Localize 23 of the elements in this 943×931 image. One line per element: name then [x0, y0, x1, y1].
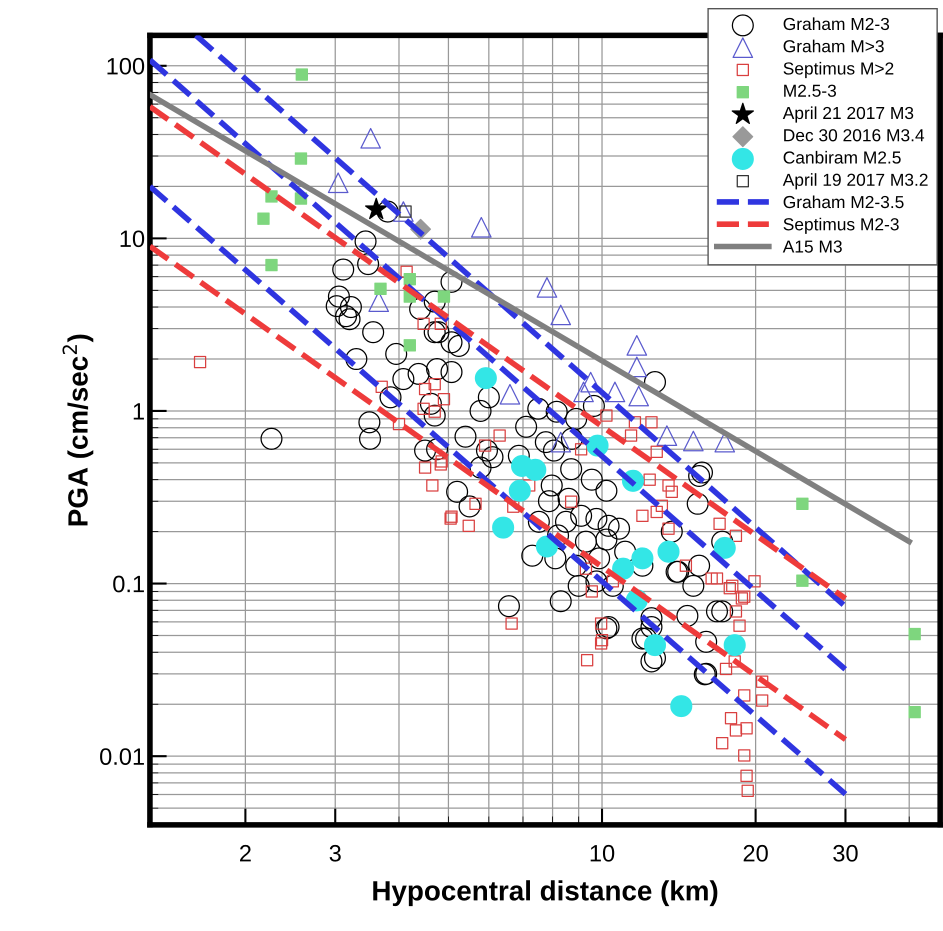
y-tick-label: 0.1 [113, 576, 144, 592]
y-tick-label: 1 [134, 403, 144, 420]
x-tick-label: 2 [240, 844, 251, 862]
y-tick-label: 100 [107, 58, 144, 75]
legend-label: Graham M2-3 [784, 17, 890, 30]
legend-label: April 21 2017 M3 [782, 106, 914, 123]
y-tick-label: 0.01 [100, 748, 144, 765]
x-tick-label: 20 [744, 844, 768, 862]
x-tick-label: 10 [590, 844, 614, 862]
legend-label: Graham M2-3.5 [784, 195, 904, 208]
legend-label: M2.5-3 [784, 84, 836, 97]
y-axis-title: PGA (cm/sec$^{2}$) [62, 334, 94, 526]
x-tick-label: 30 [833, 844, 858, 862]
x-axis-title: Hypocentral distance (km) [373, 880, 718, 906]
legend-label: Dec 30 2016 M3.4 [784, 129, 924, 142]
y-tick-label: 10 [120, 230, 144, 248]
legend-label: Graham M>3 [784, 40, 884, 52]
legend-label: A15 M3 [782, 240, 842, 253]
legend-label: Canbiram M2.5 [784, 150, 901, 164]
legend-label: Septimus M>2 [784, 62, 894, 78]
legend-label: April 19 2017 M3.2 [782, 173, 928, 190]
x-tick-label: 3 [330, 844, 341, 862]
legend-label: Septimus M2-3 [784, 218, 899, 234]
